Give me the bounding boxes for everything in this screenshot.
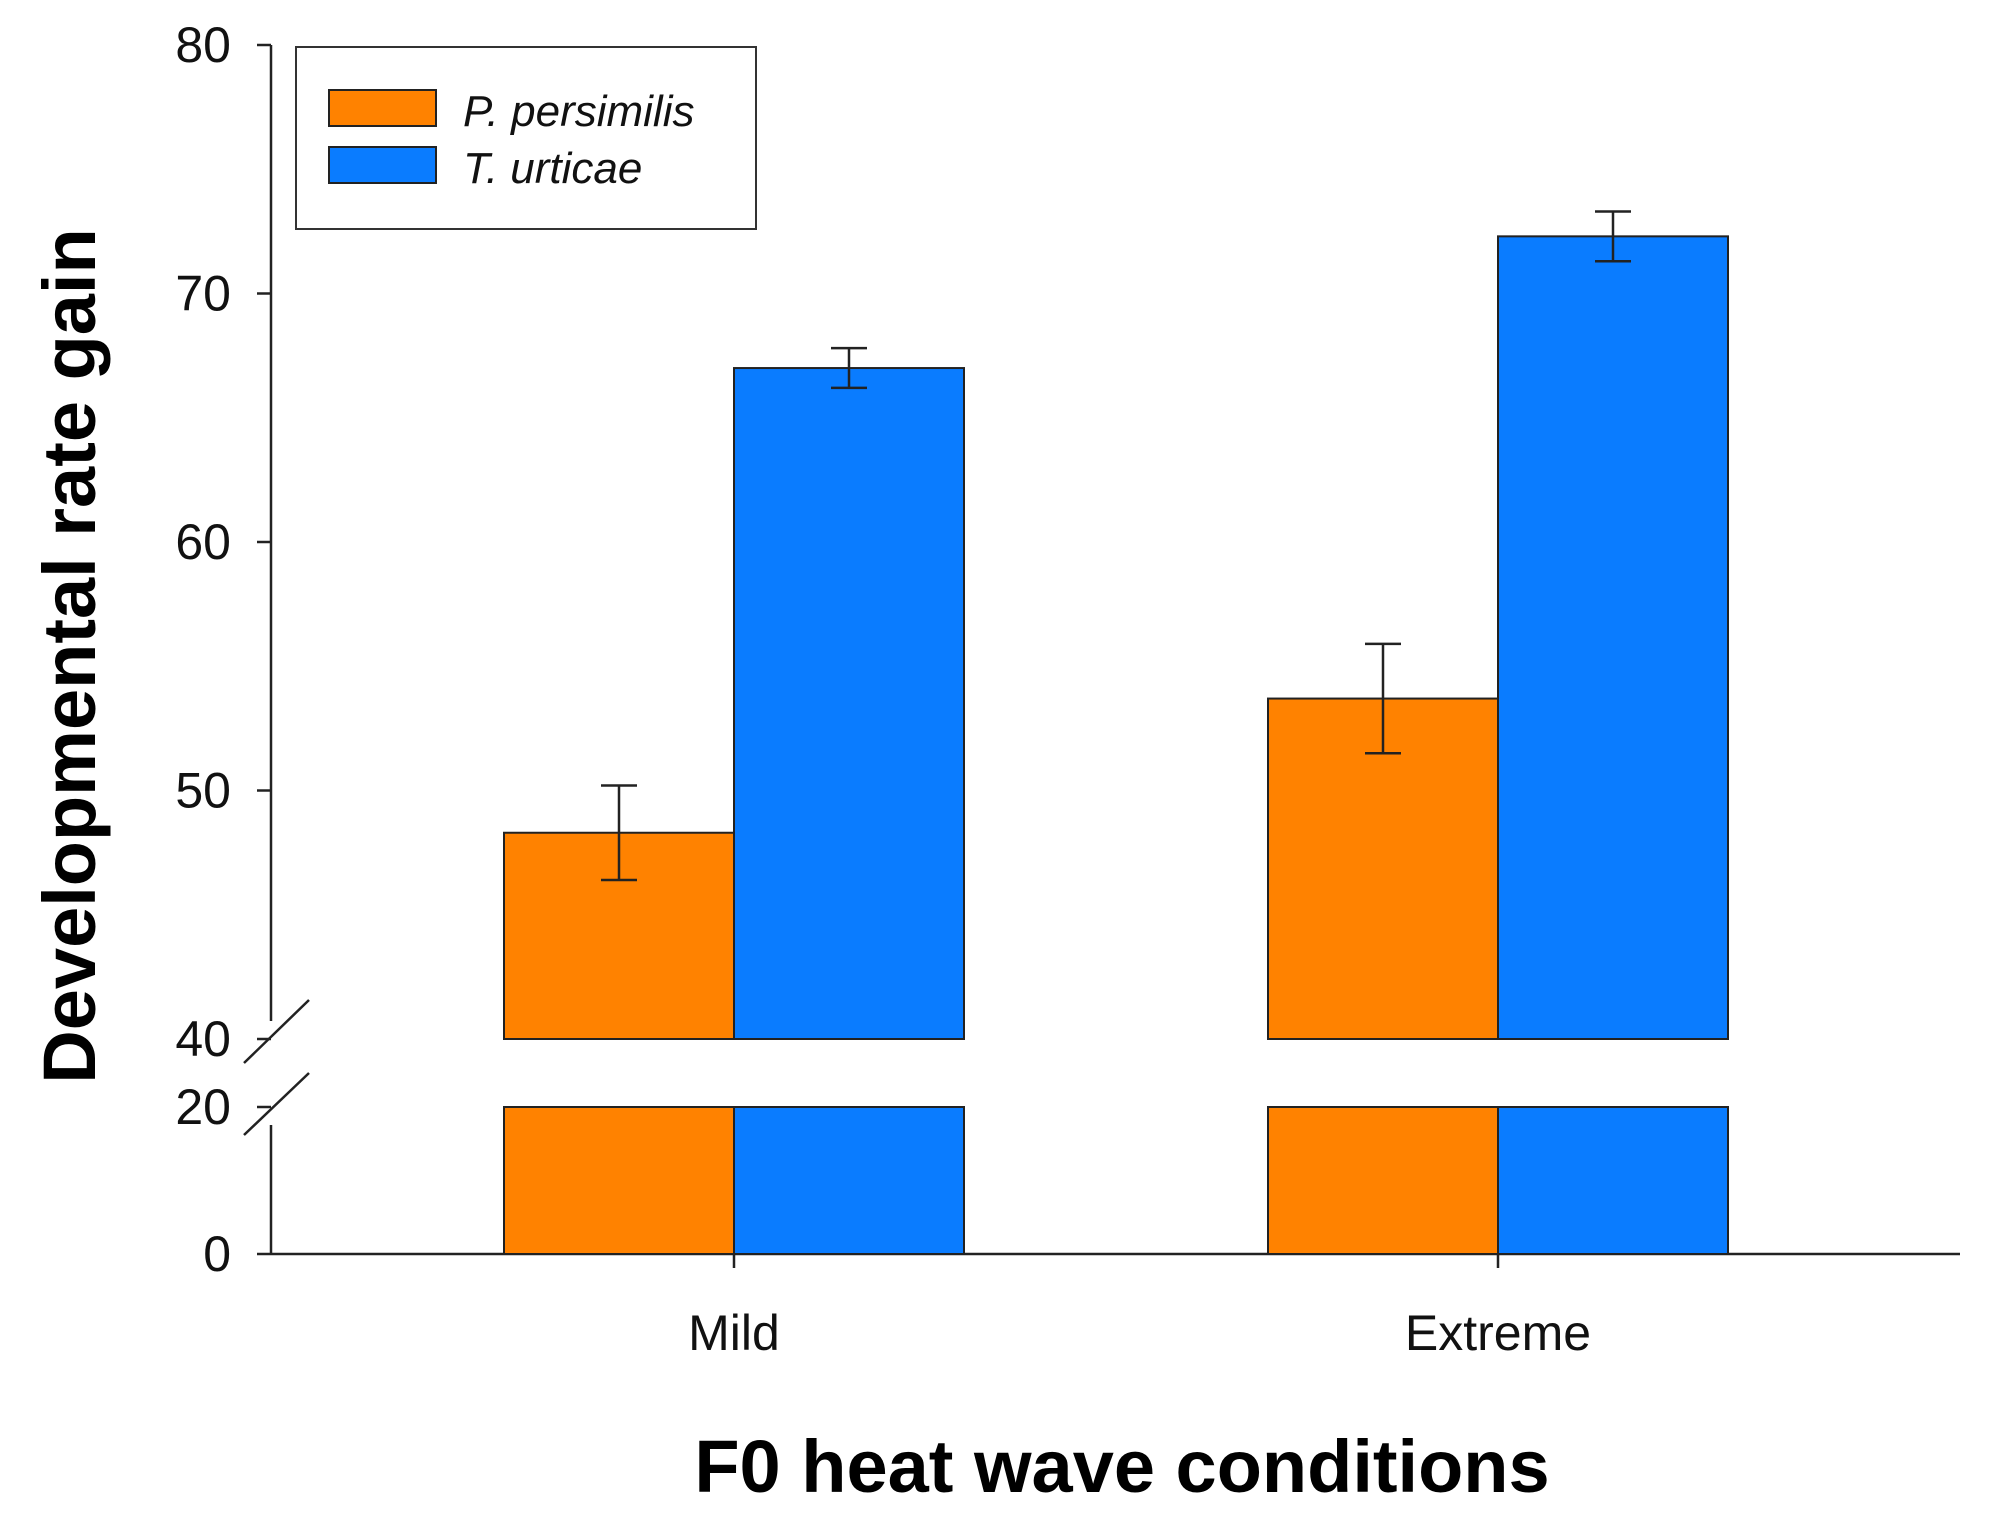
- legend-box: [295, 46, 757, 230]
- legend: P. persimilis T. urticae: [295, 46, 757, 230]
- error-bar-t-urticae-mild: [831, 346, 867, 390]
- y-tick-label: 70: [175, 266, 231, 322]
- error-bar-p-persimilis-mild: [601, 784, 637, 882]
- y-tick-label: 0: [203, 1226, 231, 1282]
- axis-break-mark-upper: [243, 999, 310, 1064]
- bar-t-urticae-mild: [733, 367, 965, 1040]
- y-tick-label: 20: [175, 1079, 231, 1135]
- error-bar-p-persimilis-extreme: [1365, 642, 1401, 755]
- x-tick-label-mild: Mild: [688, 1305, 780, 1361]
- legend-label-t-urticae: T. urticae: [463, 144, 642, 193]
- legend-label-p-persimilis: P. persimilis: [463, 87, 694, 136]
- bars: [503, 235, 1729, 1255]
- axis-break-mark-lower: [243, 1072, 310, 1136]
- bar-p-persimilis-extreme: [1267, 697, 1499, 1040]
- error-bars: [601, 210, 1631, 882]
- error-bar-t-urticae-extreme: [1595, 210, 1631, 263]
- y-tick-label: 50: [175, 763, 231, 819]
- bar-t-urticae-extreme: [1497, 235, 1729, 1041]
- x-tick-label-extreme: Extreme: [1405, 1305, 1591, 1361]
- y-tick-label: 40: [175, 1011, 231, 1067]
- bar-base-t-urticae-extreme: [1497, 1106, 1729, 1255]
- x-axis-title: F0 heat wave conditions: [694, 1425, 1549, 1508]
- bar-base-t-urticae-mild: [733, 1106, 965, 1255]
- y-tick-label: 60: [175, 514, 231, 570]
- bar-base-p-persimilis-extreme: [1267, 1106, 1499, 1255]
- y-axis-title: Developmental rate gain: [28, 228, 111, 1083]
- y-tick-label: 80: [175, 17, 231, 73]
- bar-base-p-persimilis-mild: [503, 1106, 735, 1255]
- legend-swatch-t-urticae: [328, 146, 437, 184]
- legend-swatch-p-persimilis: [328, 89, 437, 127]
- axis-ticks: 40 50 60 70 80 0 20 Mild Extreme: [175, 17, 1591, 1361]
